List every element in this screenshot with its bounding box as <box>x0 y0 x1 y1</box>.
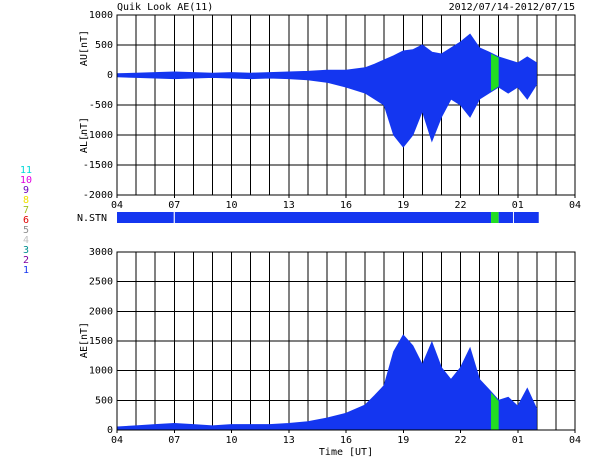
y-axis-label: AE[nT] <box>79 322 90 358</box>
y-tick-label: -1500 <box>83 160 113 171</box>
y-tick-label: -1000 <box>83 130 113 141</box>
station-segment <box>498 212 513 223</box>
y-tick-label: 0 <box>107 425 113 436</box>
legend-entry: 5 <box>23 225 29 236</box>
legend-entry: 10 <box>20 175 32 186</box>
chart-subtitle: 2012/07/14-2012/07/15 <box>449 2 575 13</box>
y-tick-label: 1000 <box>89 10 113 21</box>
legend-entry: 1 <box>23 265 29 276</box>
y-tick-label: 1000 <box>89 366 113 377</box>
x-tick-label: 01 <box>512 200 524 211</box>
x-tick-label: 07 <box>168 200 180 211</box>
y-tick-label: 2500 <box>89 277 113 288</box>
x-tick-label: 22 <box>454 200 466 211</box>
x-tick-label: 04 <box>569 200 581 211</box>
x-tick-label: 01 <box>512 435 524 446</box>
area-fill <box>117 34 537 75</box>
area-line <box>116 334 538 428</box>
x-tick-label: 04 <box>111 200 123 211</box>
y-axis-label: AU[nT] <box>79 30 90 66</box>
x-tick-label: 04 <box>111 435 123 446</box>
area-highlight <box>491 391 499 430</box>
x-tick-label: 19 <box>397 435 409 446</box>
area-line <box>116 33 538 75</box>
y-tick-label: 500 <box>95 395 113 406</box>
x-tick-label: 13 <box>283 435 295 446</box>
y-tick-label: 3000 <box>89 247 113 258</box>
legend-entry: 7 <box>23 205 29 216</box>
strip-label: N.STN <box>77 213 107 224</box>
x-tick-label: 04 <box>569 435 581 446</box>
legend-entry: 4 <box>23 235 29 246</box>
area-fill <box>117 75 537 147</box>
x-tick-label: 16 <box>340 435 352 446</box>
x-tick-label: 16 <box>340 200 352 211</box>
x-tick-label: 07 <box>168 435 180 446</box>
x-tick-label: 19 <box>397 200 409 211</box>
station-segment <box>117 212 174 223</box>
area-highlight <box>491 53 499 75</box>
y-tick-label: 1500 <box>89 336 113 347</box>
y-tick-label: 500 <box>95 40 113 51</box>
chart-title: Quik Look AE(11) <box>117 2 213 13</box>
area-fill <box>117 335 537 430</box>
area-highlight <box>491 75 499 92</box>
station-segment <box>491 212 499 223</box>
y-tick-label: 2000 <box>89 306 113 317</box>
plot-frame <box>116 14 576 196</box>
y-tick-label: -2000 <box>83 190 113 201</box>
x-tick-label: 10 <box>225 200 237 211</box>
x-tick-label: 22 <box>454 435 466 446</box>
x-tick-label: 10 <box>225 435 237 446</box>
legend-entry: 2 <box>23 255 29 266</box>
plot-frame <box>116 251 576 431</box>
legend-entry: 8 <box>23 195 29 206</box>
legend-entry: 11 <box>20 165 32 176</box>
area-line <box>116 76 538 148</box>
legend-entry: 6 <box>23 215 29 226</box>
legend-entry: 3 <box>23 245 29 256</box>
x-axis-label: Time [UT] <box>319 447 373 458</box>
y-tick-label: 0 <box>107 70 113 81</box>
y-tick-label: -500 <box>89 100 113 111</box>
x-tick-label: 13 <box>283 200 295 211</box>
y-axis-label: AL[nT] <box>79 117 90 153</box>
station-segment <box>174 212 492 223</box>
station-segment <box>513 212 539 223</box>
legend-entry: 9 <box>23 185 29 196</box>
